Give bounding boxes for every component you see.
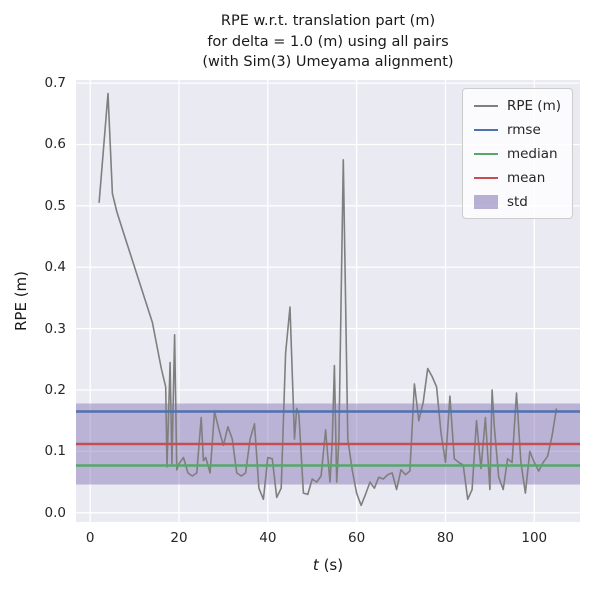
legend-item-std: std xyxy=(473,193,561,210)
x-tick-label: 100 xyxy=(521,530,548,546)
legend-item-rmse: rmse xyxy=(473,121,561,138)
y-axis-label: RPE (m) xyxy=(12,270,30,332)
y-tick-label: 0.3 xyxy=(44,320,66,337)
y-tick-label: 0.5 xyxy=(44,197,66,214)
legend-label: median xyxy=(506,145,558,162)
legend: RPE (m) rmse median mean std xyxy=(461,88,573,219)
median-legend-swatch xyxy=(473,152,498,155)
rmse-legend-swatch xyxy=(473,128,498,131)
x-tick-label: 60 xyxy=(348,530,366,546)
y-tick-label: 0.1 xyxy=(44,443,66,460)
rpe-legend-swatch xyxy=(473,104,498,107)
y-tick-label: 0.6 xyxy=(44,136,66,153)
x-axis-label-var: t xyxy=(312,556,319,574)
mean-legend-swatch xyxy=(473,176,498,179)
legend-label: std xyxy=(506,193,528,210)
x-tick-label: 0 xyxy=(85,530,95,546)
legend-item-mean: mean xyxy=(473,169,561,186)
legend-label: RPE (m) xyxy=(506,97,561,114)
legend-label: mean xyxy=(506,169,546,186)
y-tick-label: 0.2 xyxy=(44,382,66,398)
y-tick-label: 0.7 xyxy=(44,75,66,92)
x-tick-label: 20 xyxy=(170,530,188,546)
x-tick-label: 40 xyxy=(259,530,277,546)
x-axis-label: t (s) xyxy=(76,556,580,574)
std-legend-swatch xyxy=(473,194,498,209)
title-line-2: for delta = 1.0 (m) using all pairs xyxy=(207,33,449,50)
title-line-3: (with Sim(3) Umeyama alignment) xyxy=(202,54,454,70)
y-tick-label: 0.4 xyxy=(44,259,66,276)
legend-label: rmse xyxy=(506,121,541,138)
x-tick-label: 80 xyxy=(436,530,455,546)
chart-title: RPE w.r.t. translation part (m) for delt… xyxy=(76,11,580,73)
x-axis-label-unit: (s) xyxy=(318,556,344,574)
title-line-1: RPE w.r.t. translation part (m) xyxy=(220,13,436,29)
legend-item-rpe: RPE (m) xyxy=(473,97,561,114)
y-tick-label: 0.0 xyxy=(44,504,66,521)
gridlines xyxy=(76,80,580,522)
legend-item-median: median xyxy=(473,145,561,162)
plot-canvas xyxy=(76,80,580,522)
